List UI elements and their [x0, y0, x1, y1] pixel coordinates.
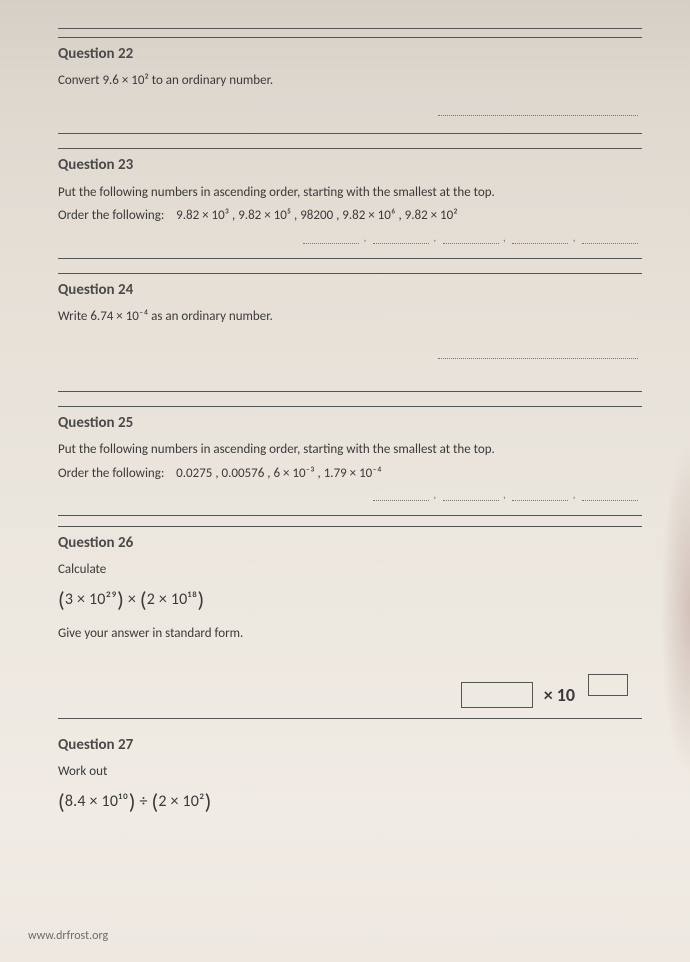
answer-blank[interactable]: [58, 347, 642, 365]
question-prompt: Work out: [58, 763, 642, 781]
expr-a: 8.4 × 10¹⁰: [65, 792, 129, 811]
order-items: 0.0275 , 0.00576 , 6 × 10⁻³ , 1.79 × 10⁻…: [176, 466, 381, 481]
answer-blanks[interactable]: , , , ,: [58, 231, 642, 246]
order-prefix: Order the following:: [58, 208, 164, 223]
question-title: Question 27: [58, 735, 642, 755]
question-prompt: Give your answer in standard form.: [58, 625, 642, 643]
question-order-line: Order the following: 9.82 × 10³ , 9.82 ×…: [58, 207, 642, 225]
question-prompt: Calculate: [58, 561, 642, 579]
page-footer-url: www.drfrost.org: [28, 928, 108, 944]
expr-b: 2 × 10²: [158, 792, 204, 811]
question-prompt: Write 6.74 × 10⁻⁴ as an ordinary number.: [58, 308, 642, 326]
question-prompt: Put the following numbers in ascending o…: [58, 441, 642, 459]
question-26: Question 26 Calculate (3 × 10²⁹) × (2 × …: [58, 526, 642, 719]
order-prefix: Order the following:: [58, 466, 164, 481]
exponent-box[interactable]: [588, 674, 628, 696]
question-27: Question 27 Work out (8.4 × 10¹⁰) ÷ (2 ×…: [58, 729, 642, 816]
expr-a: 3 × 10²⁹: [65, 590, 117, 609]
question-25: Question 25 Put the following numbers in…: [58, 406, 642, 516]
order-items: 9.82 × 10³ , 9.82 × 10⁵ , 98200 , 9.82 ×…: [176, 208, 457, 223]
question-prompt: Convert 9.6 × 10² to an ordinary number.: [58, 72, 642, 90]
question-expression: (3 × 10²⁹) × (2 × 10¹⁸): [58, 585, 642, 615]
question-title: Question 26: [58, 533, 642, 553]
answer-blanks[interactable]: , , ,: [58, 488, 642, 503]
question-title: Question 23: [58, 155, 642, 175]
question-title: Question 24: [58, 280, 642, 300]
question-title: Question 25: [58, 413, 642, 433]
question-expression: (8.4 × 10¹⁰) ÷ (2 × 10²): [58, 787, 642, 817]
times-ten-label: × 10: [544, 683, 575, 707]
thumb-shadow: [660, 440, 690, 780]
mantissa-box[interactable]: [461, 682, 533, 708]
question-prompt: Put the following numbers in ascending o…: [58, 184, 642, 202]
question-24: Question 24 Write 6.74 × 10⁻⁴ as an ordi…: [58, 273, 642, 392]
question-22: Question 22 Convert 9.6 × 10² to an ordi…: [58, 37, 642, 134]
question-order-line: Order the following: 0.0275 , 0.00576 , …: [58, 465, 642, 483]
question-23: Question 23 Put the following numbers in…: [58, 148, 642, 258]
question-title: Question 22: [58, 44, 642, 64]
standard-form-answer: × 10: [58, 682, 642, 708]
expr-b: 2 × 10¹⁸: [147, 590, 198, 609]
answer-blank[interactable]: [58, 104, 642, 122]
